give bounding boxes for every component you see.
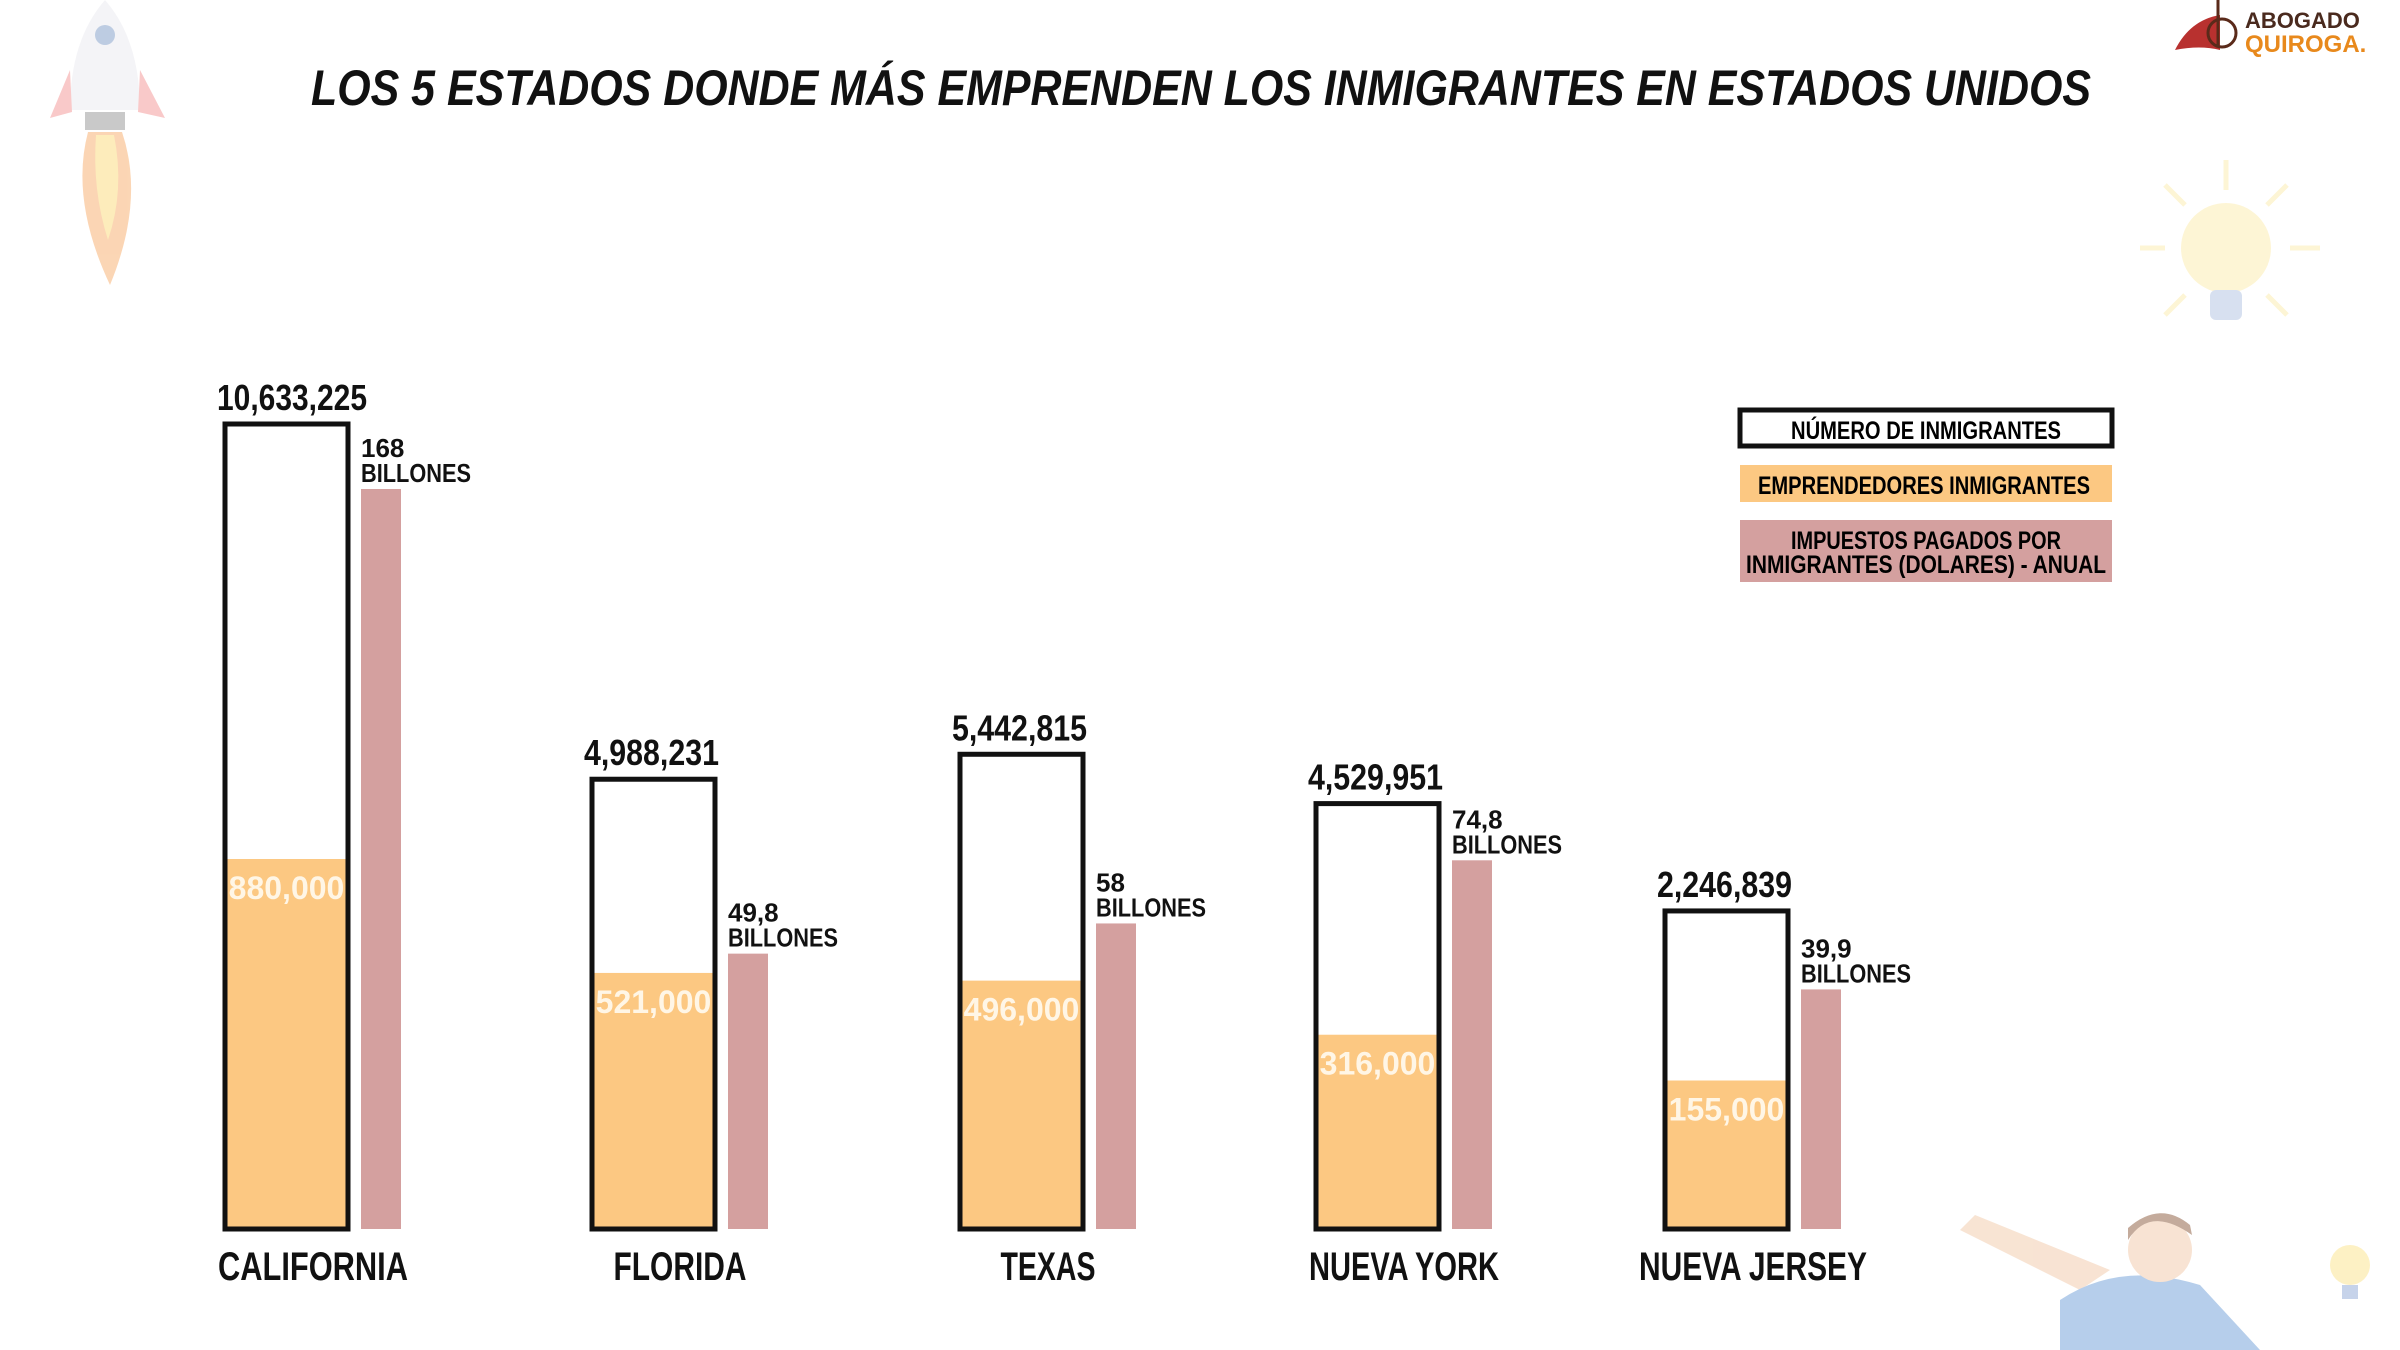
legend-swatch-emprendedores <box>1740 465 2112 502</box>
label-emprendedores: 521,000 <box>596 984 712 1020</box>
bar-emprendedores <box>594 972 713 1227</box>
label-impuestos-unit: BILLONES <box>361 458 471 488</box>
legend: NÚMERO DE INMIGRANTES EMPRENDEDORES INMI… <box>1737 407 2115 582</box>
logo-line2: QUIROGA. <box>2245 31 2366 58</box>
bar-emprendedores <box>962 980 1081 1227</box>
label-impuestos-value: 168 <box>361 433 404 463</box>
legend-label-impuestos-1: IMPUESTOS PAGADOS POR <box>1791 527 2061 555</box>
label-impuestos-value: 39,9 <box>1801 933 1852 963</box>
category-label: FLORIDA <box>614 1245 747 1289</box>
category-label: TEXAS <box>1001 1245 1096 1289</box>
label-inmigrantes: 4,988,231 <box>584 732 719 773</box>
bar-impuestos <box>1452 860 1492 1229</box>
label-impuestos-unit: BILLONES <box>728 923 838 953</box>
bar-emprendedores <box>227 859 346 1227</box>
label-emprendedores: 496,000 <box>964 992 1080 1028</box>
rocket-icon <box>50 0 165 285</box>
label-emprendedores: 316,000 <box>1320 1046 1436 1082</box>
bar-impuestos <box>728 953 768 1229</box>
logo-line1: ABOGADO <box>2245 8 2360 33</box>
bars-group: 10,633,225880,000168BILLONESCALIFORNIA4,… <box>217 377 1911 1289</box>
label-impuestos-unit: BILLONES <box>1801 958 1911 988</box>
label-inmigrantes: 10,633,225 <box>217 377 367 418</box>
bar-emprendedores <box>1318 1034 1437 1227</box>
label-inmigrantes: 4,529,951 <box>1308 757 1443 798</box>
label-emprendedores: 880,000 <box>229 870 345 906</box>
legend-label-inmigrantes: NÚMERO DE INMIGRANTES <box>1791 415 2061 445</box>
legend-label-impuestos-2: INMIGRANTES (DOLARES) - ANUAL <box>1746 551 2106 579</box>
label-inmigrantes: 2,246,839 <box>1657 864 1792 905</box>
label-impuestos-unit: BILLONES <box>1452 829 1562 859</box>
bar-impuestos <box>361 489 401 1229</box>
bar-impuestos <box>1801 989 1841 1229</box>
legend-swatch-inmigrantes <box>1737 407 2115 449</box>
lightbulb-icon <box>2140 160 2320 320</box>
category-label: NUEVA YORK <box>1309 1245 1499 1289</box>
category-label: CALIFORNIA <box>218 1245 408 1289</box>
label-impuestos-value: 74,8 <box>1452 804 1503 834</box>
label-emprendedores: 155,000 <box>1669 1092 1785 1128</box>
pointing-man-illustration <box>1960 1213 2370 1350</box>
logo: ABOGADO QUIROGA. <box>2175 0 2366 58</box>
label-impuestos-unit: BILLONES <box>1096 892 1206 922</box>
label-impuestos-value: 49,8 <box>728 898 779 928</box>
bar-impuestos <box>1096 923 1136 1229</box>
legend-swatch-impuestos <box>1740 520 2112 582</box>
legend-label-emprendedores: EMPRENDEDORES INMIGRANTES <box>1758 472 2090 500</box>
category-label: NUEVA JERSEY <box>1639 1245 1867 1289</box>
chart-title: LOS 5 ESTADOS DONDE MÁS EMPRENDEN LOS IN… <box>311 60 2091 116</box>
bar-emprendedores <box>1667 1080 1786 1227</box>
label-impuestos-value: 58 <box>1096 867 1125 897</box>
label-inmigrantes: 5,442,815 <box>952 707 1087 748</box>
